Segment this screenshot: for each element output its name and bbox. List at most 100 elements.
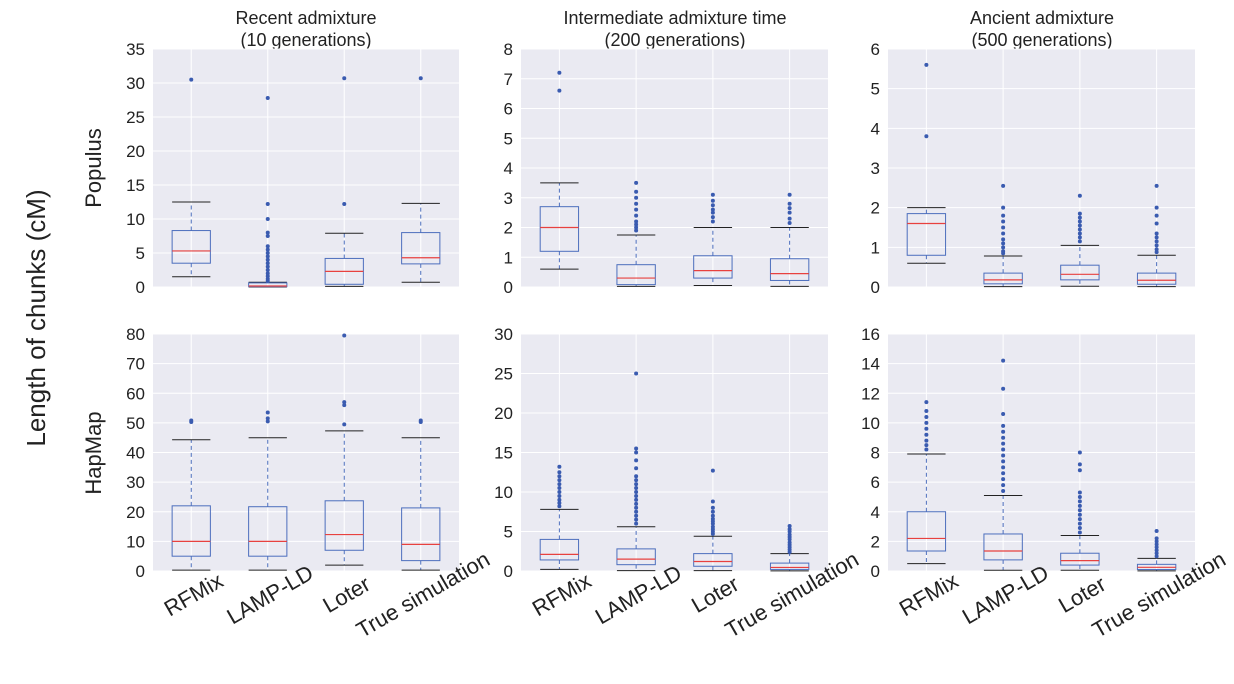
panel-3-loter-outlier-7 xyxy=(1077,211,1082,216)
panel-3-loter-outlier-0 xyxy=(1077,239,1082,244)
panel-5-lamp-ld-outlier-0 xyxy=(634,521,639,526)
panel-5-ytick-label-4: 20 xyxy=(494,404,513,423)
panel-4-xtick-label-0: RFMix xyxy=(160,568,228,621)
panel-2-lamp-ld-outlier-4 xyxy=(634,213,639,218)
panel-3-loter-outlier-1 xyxy=(1077,235,1082,240)
panel-3-loter-box xyxy=(1060,264,1100,281)
panel-4-loter-outlier-0 xyxy=(342,422,347,427)
panel-1-rfmix-box xyxy=(171,230,211,264)
panel-3-true-simulation-outlier-9 xyxy=(1154,183,1159,188)
panel-6-loter-outlier-12 xyxy=(1077,450,1082,455)
panel-5-loter-outlier-6 xyxy=(710,516,715,521)
panel-6-ytick-label-4: 8 xyxy=(871,444,880,463)
panel-6-ytick-label-2: 4 xyxy=(871,503,880,522)
panel-2-true-simulation-outlier-2 xyxy=(787,210,792,215)
panel-3-loter-outlier-4 xyxy=(1077,223,1082,228)
panel-6-lamp-ld-outlier-14 xyxy=(1001,358,1006,363)
panel-5-true-simulation-outlier-7 xyxy=(787,532,792,537)
panel-4-ytick-label-4: 40 xyxy=(126,444,145,463)
panel-4-ytick-label-5: 50 xyxy=(126,414,145,433)
panel-1-ytick-label-2: 10 xyxy=(126,210,145,229)
panel-2-rfmix-outlier-1 xyxy=(557,70,562,75)
panel-4-loter-outlier-2 xyxy=(342,400,347,405)
panel-5-lamp-ld-outlier-10 xyxy=(634,482,639,487)
panel-1-loter-outlier-1 xyxy=(342,76,347,81)
panel-3-lamp-ld-outlier-1 xyxy=(1001,249,1006,254)
panel-1-ytick-label-1: 5 xyxy=(136,244,145,263)
panel-6-true-simulation-outlier-0 xyxy=(1154,554,1159,559)
panel-1-lamp-ld-outlier-11 xyxy=(265,244,270,249)
panel-1-lamp-ld-outlier-13 xyxy=(265,230,270,235)
panel-2-loter-box xyxy=(693,255,733,279)
panel-2-ytick-label-8: 8 xyxy=(504,40,513,59)
panel-3-lamp-ld-outlier-9 xyxy=(1001,205,1006,210)
panel-1-ytick-label-3: 15 xyxy=(126,176,145,195)
panel-3-true-simulation-outlier-5 xyxy=(1154,231,1159,236)
panel-6-ytick-label-7: 14 xyxy=(861,355,880,374)
column-title-3-line1: Ancient admixture xyxy=(970,8,1114,28)
panel-6-loter-outlier-7 xyxy=(1077,499,1082,504)
panel-3-rfmix-box xyxy=(906,213,947,256)
panel-4-loter-outlier-3 xyxy=(342,333,347,338)
panel-5-lamp-ld-outlier-7 xyxy=(634,493,639,498)
panel-6-lamp-ld-outlier-13 xyxy=(1001,386,1006,391)
panel-1-lamp-ld-outlier-12 xyxy=(265,234,270,238)
panel-3-true-simulation-box xyxy=(1136,272,1177,285)
panel-6-loter-outlier-10 xyxy=(1077,468,1082,473)
panel-6-true-simulation-outlier-4 xyxy=(1154,542,1159,547)
column-title-1-line2: (10 generations) xyxy=(240,30,371,50)
panel-3-ytick-label-3: 3 xyxy=(871,159,880,178)
panel-6-loter-outlier-3 xyxy=(1077,517,1082,522)
panel-4-rfmix-outlier-1 xyxy=(189,418,194,423)
panel-5-lamp-ld-outlier-16 xyxy=(634,446,639,451)
panel-1-true-simulation-box xyxy=(401,232,441,265)
panel-2-loter-outlier-0 xyxy=(710,219,715,224)
panel-3-ytick-label-2: 2 xyxy=(871,199,880,218)
panel-5-ytick-label-0: 0 xyxy=(504,562,513,581)
panel-3-true-simulation-outlier-3 xyxy=(1154,239,1159,244)
panel-5-ytick-label-1: 5 xyxy=(504,523,513,542)
panel-1-ytick-label-4: 20 xyxy=(126,142,145,161)
panel-2-loter-outlier-5 xyxy=(710,198,715,203)
panel-2-ytick-label-1: 1 xyxy=(504,248,513,267)
row-label-populus: Populus xyxy=(81,128,106,208)
panel-6-rfmix-outlier-2 xyxy=(924,438,929,443)
panel-3-ytick-label-4: 4 xyxy=(871,119,880,138)
panel-3-loter-outlier-8 xyxy=(1077,193,1082,198)
panel-4-ytick-label-0: 0 xyxy=(136,562,145,581)
panel-5-xtick-label-0: RFMix xyxy=(528,568,596,621)
panel-3-rfmix-outlier-0 xyxy=(924,134,929,139)
panel-5-lamp-ld-outlier-13 xyxy=(634,466,639,471)
panel-5-rfmix-box xyxy=(539,538,580,561)
panel-6-rfmix-box xyxy=(906,511,947,552)
panel-3-lamp-ld-outlier-3 xyxy=(1001,241,1006,246)
panel-6-ytick-label-1: 2 xyxy=(871,532,880,551)
panel-1-lamp-ld-outlier-4 xyxy=(265,268,270,272)
panel-3-ytick-label-1: 1 xyxy=(871,238,880,257)
panel-3-true-simulation-outlier-0 xyxy=(1154,250,1159,255)
panel-6-true-simulation-outlier-7 xyxy=(1154,529,1159,534)
panel-6-lamp-ld-outlier-9 xyxy=(1001,435,1006,440)
panel-2-loter-outlier-4 xyxy=(710,203,715,208)
panel-5-true-simulation-outlier-10 xyxy=(787,523,792,528)
panel-5-rfmix-outlier-10 xyxy=(557,464,562,469)
panel-2-rfmix-box xyxy=(539,206,580,252)
panel-6-lamp-ld-outlier-6 xyxy=(1001,453,1006,458)
panel-5-loter-outlier-7 xyxy=(710,513,715,518)
panels-group: 0510152025303501234567801234560102030405… xyxy=(126,40,1230,643)
panel-4-lamp-ld-outlier-2 xyxy=(265,410,270,415)
panel-6-ytick-label-8: 16 xyxy=(861,325,880,344)
panel-5-loter-outlier-3 xyxy=(710,524,715,529)
panel-6-true-simulation-outlier-5 xyxy=(1154,539,1159,544)
panel-1-lamp-ld-outlier-8 xyxy=(265,254,270,259)
panel-2-rfmix-outlier-0 xyxy=(557,88,562,93)
column-title-2-line2: (200 generations) xyxy=(604,30,745,50)
panel-6-loter-outlier-1 xyxy=(1077,526,1082,531)
panel-3-true-simulation-outlier-6 xyxy=(1154,221,1159,226)
panel-5-rfmix-outlier-1 xyxy=(557,501,562,506)
panel-1-lamp-ld-outlier-7 xyxy=(265,257,270,262)
panel-5-lamp-ld-box xyxy=(616,548,656,566)
panel-2-true-simulation-outlier-5 xyxy=(787,192,792,197)
panel-6-lamp-ld-outlier-8 xyxy=(1001,441,1006,446)
